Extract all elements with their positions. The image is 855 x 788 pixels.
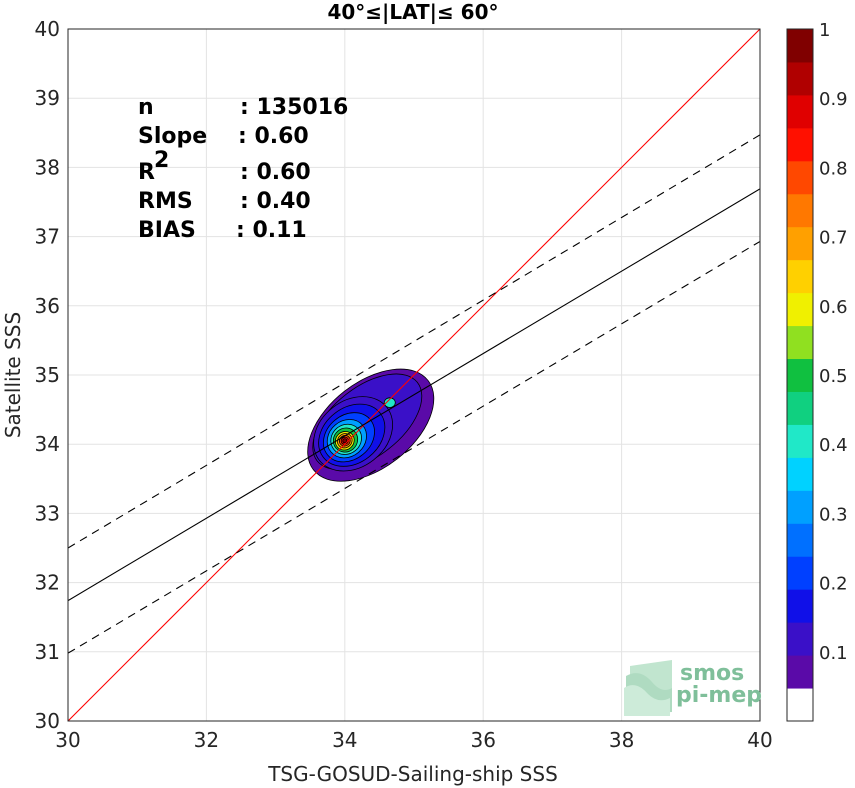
- logo-line1: smos: [680, 661, 744, 686]
- y-tick-label: 34: [35, 432, 60, 456]
- stat-label: RMS: [138, 189, 193, 214]
- colorbar-tick-label: 0.2: [819, 574, 848, 595]
- stat-value: : 0.40: [240, 189, 311, 214]
- colorbar-swatch: [787, 556, 813, 590]
- logo-wave-icon: [624, 660, 672, 716]
- colorbar-swatch: [787, 655, 813, 689]
- y-tick-label: 36: [35, 294, 60, 318]
- y-axis-label: Satellite SSS: [1, 312, 25, 438]
- stat-superscript: 2: [154, 148, 169, 173]
- stats-box: n : 135016 Slope : 0.60 R 2 : 0.60 RMS : 0.40 BIA…: [138, 95, 348, 243]
- stat-label: BIAS: [138, 218, 196, 243]
- stat-value: : 0.60: [238, 124, 309, 149]
- colorbar-swatch: [787, 29, 813, 63]
- stat-label: n: [138, 95, 154, 120]
- y-tick-label: 32: [35, 571, 60, 595]
- colorbar-tick-label: 0.1: [819, 643, 848, 664]
- plot-frame: [67, 28, 761, 722]
- colorbar-swatch: [787, 292, 813, 327]
- y-tick-label: 37: [35, 225, 60, 249]
- colorbar-swatch: [787, 589, 813, 623]
- colorbar-tick-label: 0.6: [819, 297, 848, 318]
- colorbar-swatch: [787, 688, 813, 722]
- colorbar-tick-label: 0.5: [819, 366, 848, 387]
- stat-value: : 0.11: [236, 218, 307, 243]
- colorbar-swatch: [787, 94, 813, 129]
- colorbar-swatch: [787, 325, 813, 360]
- y-tick-label: 31: [35, 640, 60, 664]
- colorbar-swatch: [787, 160, 813, 195]
- stat-value: : 135016: [240, 95, 348, 120]
- colorbar-swatch: [787, 622, 813, 656]
- y-tick-labels: 30 31 32 33 34 35 36 37 38 39 40: [35, 17, 60, 733]
- colorbar-swatch: [787, 358, 813, 392]
- colorbar-swatch: [787, 61, 813, 96]
- colorbar-tick-label: 0.8: [819, 158, 848, 179]
- chart-title: 40°≤|LAT|≤ 60°: [327, 0, 498, 24]
- fit-lines: [68, 29, 760, 721]
- colorbar-swatch: [787, 127, 813, 162]
- colorbar: 0.1 0.2 0.3 0.4 0.5 0.6 0.7 0.8 0.9 1: [786, 20, 848, 722]
- x-tick-label: 30: [55, 728, 80, 752]
- stat-label: R: [138, 160, 155, 185]
- secondary-peak: [383, 397, 396, 408]
- colorbar-swatch: [787, 424, 813, 458]
- y-tick-label: 39: [35, 86, 60, 110]
- colorbar-frame: [786, 28, 814, 722]
- y-tick-label: 30: [35, 709, 60, 733]
- grid: [67, 28, 761, 722]
- x-tick-label: 38: [609, 728, 634, 752]
- colorbar-swatch: [787, 391, 813, 425]
- logo-line2: pi-mep: [676, 683, 762, 708]
- x-tick-labels: 30 32 34 36 38 40: [55, 728, 772, 752]
- x-tick-label: 34: [332, 728, 357, 752]
- regression-line: [68, 188, 760, 602]
- one-to-one-line: [68, 29, 760, 721]
- colorbar-swatch: [787, 523, 813, 557]
- plot-area: 30 32 34 36 38 40 30 31 32 33 34 35 36 37 38 39 40: [35, 17, 773, 752]
- x-tick-label: 40: [747, 728, 772, 752]
- colorbar-tick-label: 0.3: [819, 504, 848, 525]
- x-axis-label: TSG-GOSUD-Sailing-ship SSS: [267, 762, 558, 786]
- stat-label: Slope: [138, 124, 207, 149]
- y-tick-label: 35: [35, 363, 60, 387]
- smos-pimep-logo: smos pi-mep: [624, 660, 762, 716]
- colorbar-swatch: [787, 193, 813, 228]
- y-tick-label: 33: [35, 501, 60, 525]
- y-tick-label: 38: [35, 155, 60, 179]
- colorbar-swatch: [787, 457, 813, 491]
- colorbar-tick-label: 0.7: [819, 228, 848, 249]
- stat-value: : 0.60: [240, 160, 311, 185]
- colorbar-tick-label: 0.4: [819, 435, 848, 456]
- colorbar-swatch: [787, 259, 813, 294]
- x-tick-label: 36: [470, 728, 495, 752]
- colorbar-tick-label: 1: [819, 20, 830, 41]
- colorbar-tick-label: 0.9: [819, 89, 848, 110]
- colorbar-swatch: [787, 226, 813, 261]
- colorbar-swatch: [787, 490, 813, 524]
- y-tick-label: 40: [35, 17, 60, 41]
- x-tick-label: 32: [194, 728, 219, 752]
